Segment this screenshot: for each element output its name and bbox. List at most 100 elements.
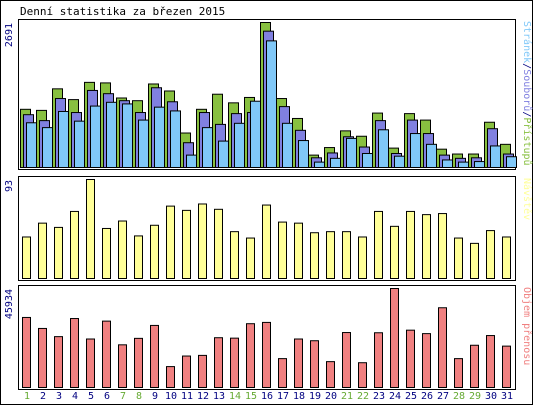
legend-entry: Návštěv xyxy=(521,178,533,220)
bar-stránek-15 xyxy=(250,100,261,168)
bar-stránek-18 xyxy=(298,140,309,169)
x-tick-label: 14 xyxy=(229,391,241,402)
legend-entry: Objem přenosu xyxy=(521,287,533,365)
bar-stránek-31 xyxy=(506,156,517,169)
bar-stránek-19 xyxy=(314,161,325,168)
x-tick-label: 28 xyxy=(453,391,465,402)
bar-stránek-23 xyxy=(378,129,389,168)
bar-bottom-5 xyxy=(86,338,95,388)
bar-stránek-30 xyxy=(490,145,501,168)
bar-bottom-25 xyxy=(406,329,415,389)
bar-bottom-14 xyxy=(230,337,239,389)
bar-middle-25 xyxy=(406,210,415,279)
bar-stránek-17 xyxy=(282,122,293,168)
x-tick-label: 2 xyxy=(40,391,46,402)
bar-stránek-14 xyxy=(234,122,245,168)
x-tick-label: 31 xyxy=(501,391,513,402)
bar-middle-15 xyxy=(246,237,255,279)
panel-bottom-legend: Objem přenosu xyxy=(521,287,533,365)
x-tick-label: 20 xyxy=(325,391,337,402)
x-tick-label: 23 xyxy=(373,391,385,402)
bar-bottom-15 xyxy=(246,323,255,389)
bar-bottom-27 xyxy=(438,307,447,389)
bar-bottom-6 xyxy=(102,320,111,388)
bar-middle-26 xyxy=(422,214,431,279)
bar-middle-22 xyxy=(358,236,367,279)
bar-middle-21 xyxy=(342,231,351,279)
x-tick-label: 11 xyxy=(181,391,193,402)
bar-bottom-21 xyxy=(342,332,351,388)
bar-stránek-27 xyxy=(442,159,453,168)
bar-bottom-11 xyxy=(182,355,191,388)
x-tick-label: 21 xyxy=(341,391,353,402)
bar-middle-2 xyxy=(38,222,47,279)
bar-stránek-20 xyxy=(330,157,341,169)
legend-separator: / xyxy=(521,63,532,69)
x-tick-label: 1 xyxy=(24,391,30,402)
bar-middle-29 xyxy=(470,242,479,280)
x-tick-label: 12 xyxy=(197,391,209,402)
bar-middle-8 xyxy=(134,235,143,280)
bar-bottom-19 xyxy=(310,340,319,388)
x-tick-label: 16 xyxy=(261,391,273,402)
bar-middle-9 xyxy=(150,224,159,280)
x-tick-label: 13 xyxy=(213,391,225,402)
panel-middle-ymax-label: 93 xyxy=(4,180,15,192)
bar-bottom-4 xyxy=(70,318,79,389)
panel-middle: 93 Návštěv xyxy=(4,176,533,281)
bar-middle-12 xyxy=(198,203,207,279)
bar-bottom-16 xyxy=(262,321,271,388)
bar-middle-20 xyxy=(326,231,335,279)
bar-middle-4 xyxy=(70,210,79,279)
x-tick-label: 10 xyxy=(165,391,177,402)
bar-stránek-22 xyxy=(362,152,373,169)
bar-bottom-22 xyxy=(358,362,367,389)
bar-stránek-24 xyxy=(394,155,405,169)
x-tick-label: 3 xyxy=(56,391,62,402)
bar-bottom-1 xyxy=(22,316,31,389)
bar-bottom-12 xyxy=(198,354,207,389)
bar-stránek-21 xyxy=(346,137,357,169)
x-axis-labels: 1 2 3 4 5 6 7 8 9 10 11 12 13 14 15 16 17 18 19 20 21 22 23 24 2… xyxy=(24,391,513,402)
bar-middle-3 xyxy=(54,226,63,280)
bar-bottom-3 xyxy=(54,336,63,388)
bar-stránek-29 xyxy=(474,161,485,168)
bar-middle-27 xyxy=(438,213,447,279)
x-tick-label: 22 xyxy=(357,391,369,402)
bar-middle-14 xyxy=(230,231,239,279)
x-tick-label: 27 xyxy=(437,391,449,402)
bar-bottom-7 xyxy=(118,344,127,388)
bar-stránek-11 xyxy=(186,154,197,169)
bar-bottom-30 xyxy=(486,335,495,388)
x-tick-label: 17 xyxy=(277,391,289,402)
panel-top: 2691 Stránek/Souborů/Přístupů xyxy=(4,19,533,170)
x-tick-label: 4 xyxy=(72,391,78,402)
bar-bottom-23 xyxy=(374,332,383,388)
x-tick-label: 18 xyxy=(293,391,305,402)
bar-middle-19 xyxy=(310,232,319,279)
bar-middle-18 xyxy=(294,222,303,279)
bar-middle-16 xyxy=(262,204,271,279)
bar-middle-11 xyxy=(182,209,191,280)
x-tick-label: 7 xyxy=(120,391,126,402)
bar-stránek-7 xyxy=(122,103,133,168)
bar-stránek-10 xyxy=(170,110,181,168)
bar-middle-24 xyxy=(390,225,399,280)
bar-bottom-28 xyxy=(454,358,463,389)
x-tick-label: 26 xyxy=(421,391,433,402)
panel-bottom: 45934 Objem přenosu xyxy=(4,285,533,390)
legend-entry: Stránek xyxy=(521,21,533,63)
bar-bottom-8 xyxy=(134,337,143,388)
x-tick-label: 19 xyxy=(309,391,321,402)
bar-bottom-26 xyxy=(422,333,431,389)
x-tick-label: 24 xyxy=(389,391,401,402)
bar-stránek-2 xyxy=(42,127,53,169)
x-tick-label: 5 xyxy=(88,391,94,402)
bar-bottom-9 xyxy=(150,324,159,389)
panel-bottom-ymax-label: 45934 xyxy=(4,289,15,319)
bar-middle-1 xyxy=(22,236,31,279)
x-tick-label: 25 xyxy=(405,391,417,402)
bar-stránek-6 xyxy=(106,101,117,168)
bar-middle-30 xyxy=(486,230,495,279)
